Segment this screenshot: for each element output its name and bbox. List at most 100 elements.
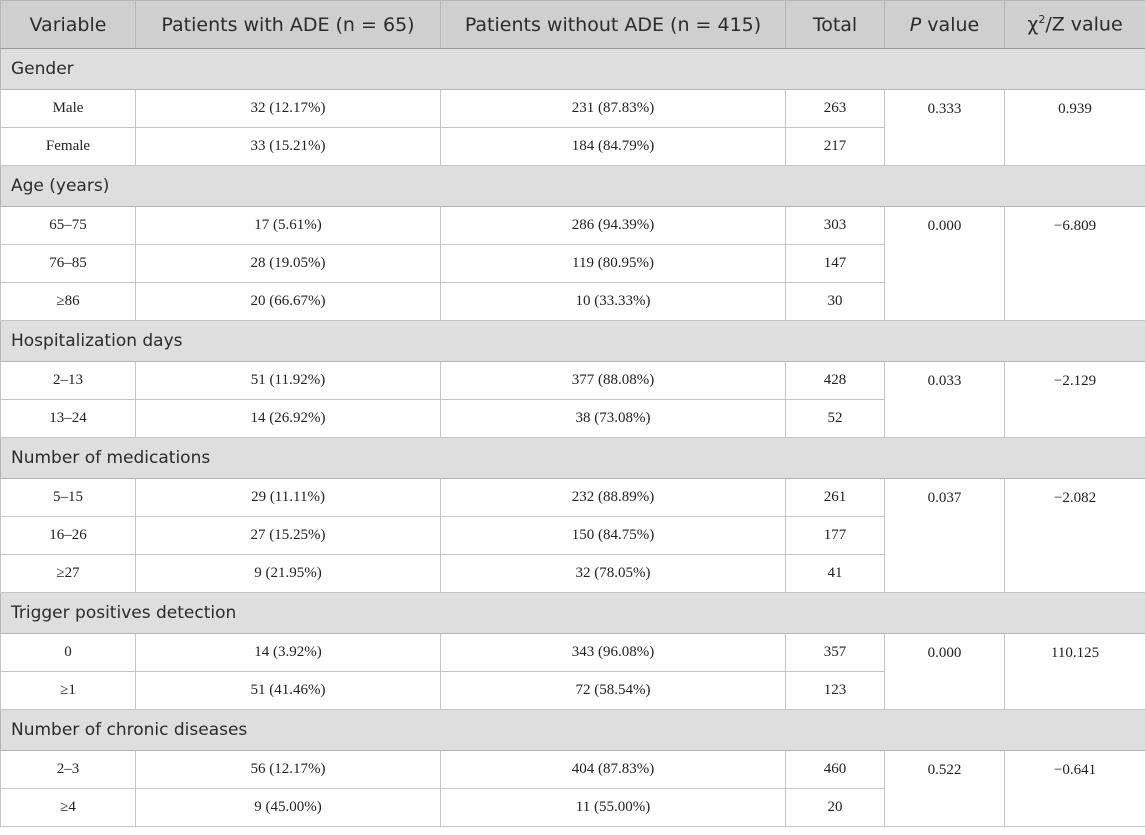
without-ade-cell: 286 (94.39%) [440, 206, 786, 245]
p-value-cell: 0.033 [884, 361, 1005, 438]
table-row: ≥4 9 (45.00%) 11 (55.00%) 20 [0, 788, 1145, 827]
with-ade-cell: 9 (45.00%) [135, 788, 441, 827]
chi-z-value-cell: −2.129 [1004, 361, 1145, 438]
with-ade-cell: 14 (3.92%) [135, 633, 441, 672]
table-row: ≥27 9 (21.95%) 32 (78.05%) 41 [0, 554, 1145, 593]
with-ade-cell: 51 (11.92%) [135, 361, 441, 400]
table-row: 13–24 14 (26.92%) 38 (73.08%) 52 [0, 399, 1145, 438]
header-with-ade: Patients with ADE (n = 65) [135, 0, 441, 49]
p-value-suffix: value [921, 13, 980, 36]
chi-z-value-cell: −0.641 [1004, 750, 1145, 827]
with-ade-cell: 20 (66.67%) [135, 282, 441, 321]
section-row: Hospitalization days [0, 320, 1145, 362]
p-value-cell: 0.522 [884, 750, 1005, 827]
with-ade-cell: 56 (12.17%) [135, 750, 441, 789]
without-ade-cell: 72 (58.54%) [440, 671, 786, 710]
total-cell: 303 [785, 206, 885, 245]
total-cell: 147 [785, 244, 885, 283]
chi-z-value-cell: 0.939 [1004, 89, 1145, 166]
section-row: Trigger positives detection [0, 592, 1145, 634]
without-ade-cell: 232 (88.89%) [440, 478, 786, 517]
chi-symbol: χ [1027, 13, 1039, 36]
section-row: Number of medications [0, 437, 1145, 479]
with-ade-cell: 14 (26.92%) [135, 399, 441, 438]
row-label: 5–15 [0, 478, 136, 517]
with-ade-cell: 9 (21.95%) [135, 554, 441, 593]
table-row: ≥86 20 (66.67%) 10 (33.33%) 30 [0, 282, 1145, 321]
header-p-value: P value [884, 0, 1005, 49]
without-ade-cell: 32 (78.05%) [440, 554, 786, 593]
table-row: 65–75 17 (5.61%) 286 (94.39%) 303 0.000 −6.80… [0, 206, 1145, 321]
total-cell: 217 [785, 127, 885, 166]
without-ade-cell: 38 (73.08%) [440, 399, 786, 438]
p-value-cell: 0.000 [884, 206, 1005, 321]
table-row: 2–13 51 (11.92%) 377 (88.08%) 428 0.033 −2.12… [0, 361, 1145, 438]
table-header: Variable Patients with ADE (n = 65) Pati… [0, 0, 1145, 49]
total-cell: 30 [785, 282, 885, 321]
total-cell: 357 [785, 633, 885, 672]
chi-z-value-cell: −2.082 [1004, 478, 1145, 593]
without-ade-cell: 150 (84.75%) [440, 516, 786, 555]
p-value-cell: 0.333 [884, 89, 1005, 166]
with-ade-cell: 28 (19.05%) [135, 244, 441, 283]
total-cell: 428 [785, 361, 885, 400]
without-ade-cell: 10 (33.33%) [440, 282, 786, 321]
section-title: Number of medications [0, 437, 1145, 479]
row-label: ≥86 [0, 282, 136, 321]
section-title: Age (years) [0, 165, 1145, 207]
row-label: 13–24 [0, 399, 136, 438]
total-cell: 261 [785, 478, 885, 517]
with-ade-cell: 32 (12.17%) [135, 89, 441, 128]
table-body: Gender Male 32 (12.17%) 231 (87.83%) 263 0.33… [0, 48, 1145, 827]
without-ade-cell: 343 (96.08%) [440, 633, 786, 672]
header-variable: Variable [0, 0, 136, 49]
row-label: Female [0, 127, 136, 166]
section-row: Number of chronic diseases [0, 709, 1145, 751]
chi-z-suffix: /Z value [1045, 13, 1123, 36]
table-row: Male 32 (12.17%) 231 (87.83%) 263 0.333 0.939 [0, 89, 1145, 166]
total-cell: 20 [785, 788, 885, 827]
header-row: Variable Patients with ADE (n = 65) Pati… [0, 0, 1145, 49]
without-ade-cell: 231 (87.83%) [440, 89, 786, 128]
total-cell: 460 [785, 750, 885, 789]
header-without-ade: Patients without ADE (n = 415) [440, 0, 786, 49]
table-row: 76–85 28 (19.05%) 119 (80.95%) 147 [0, 244, 1145, 283]
total-cell: 41 [785, 554, 885, 593]
header-total: Total [785, 0, 885, 49]
row-label: ≥27 [0, 554, 136, 593]
chi-z-value-cell: −6.809 [1004, 206, 1145, 321]
without-ade-cell: 119 (80.95%) [440, 244, 786, 283]
without-ade-cell: 377 (88.08%) [440, 361, 786, 400]
with-ade-cell: 17 (5.61%) [135, 206, 441, 245]
section-title: Hospitalization days [0, 320, 1145, 362]
section-title: Gender [0, 48, 1145, 90]
row-label: 16–26 [0, 516, 136, 555]
total-cell: 123 [785, 671, 885, 710]
row-label: 0 [0, 633, 136, 672]
section-row: Age (years) [0, 165, 1145, 207]
with-ade-cell: 33 (15.21%) [135, 127, 441, 166]
header-chi-z-value: χ2/Z value [1004, 0, 1145, 49]
row-label: 76–85 [0, 244, 136, 283]
total-cell: 177 [785, 516, 885, 555]
row-label: 2–3 [0, 750, 136, 789]
row-label: ≥1 [0, 671, 136, 710]
table-row: ≥1 51 (41.46%) 72 (58.54%) 123 [0, 671, 1145, 710]
without-ade-cell: 11 (55.00%) [440, 788, 786, 827]
without-ade-cell: 404 (87.83%) [440, 750, 786, 789]
chi-superscript: 2 [1038, 13, 1046, 27]
chi-z-value-cell: 110.125 [1004, 633, 1145, 710]
with-ade-cell: 51 (41.46%) [135, 671, 441, 710]
p-value-cell: 0.000 [884, 633, 1005, 710]
total-cell: 263 [785, 89, 885, 128]
without-ade-cell: 184 (84.79%) [440, 127, 786, 166]
with-ade-cell: 27 (15.25%) [135, 516, 441, 555]
section-title: Trigger positives detection [0, 592, 1145, 634]
row-label: ≥4 [0, 788, 136, 827]
with-ade-cell: 29 (11.11%) [135, 478, 441, 517]
row-label: 65–75 [0, 206, 136, 245]
row-label: 2–13 [0, 361, 136, 400]
table-row: 0 14 (3.92%) 343 (96.08%) 357 0.000 110.125 [0, 633, 1145, 710]
section-row: Gender [0, 48, 1145, 90]
